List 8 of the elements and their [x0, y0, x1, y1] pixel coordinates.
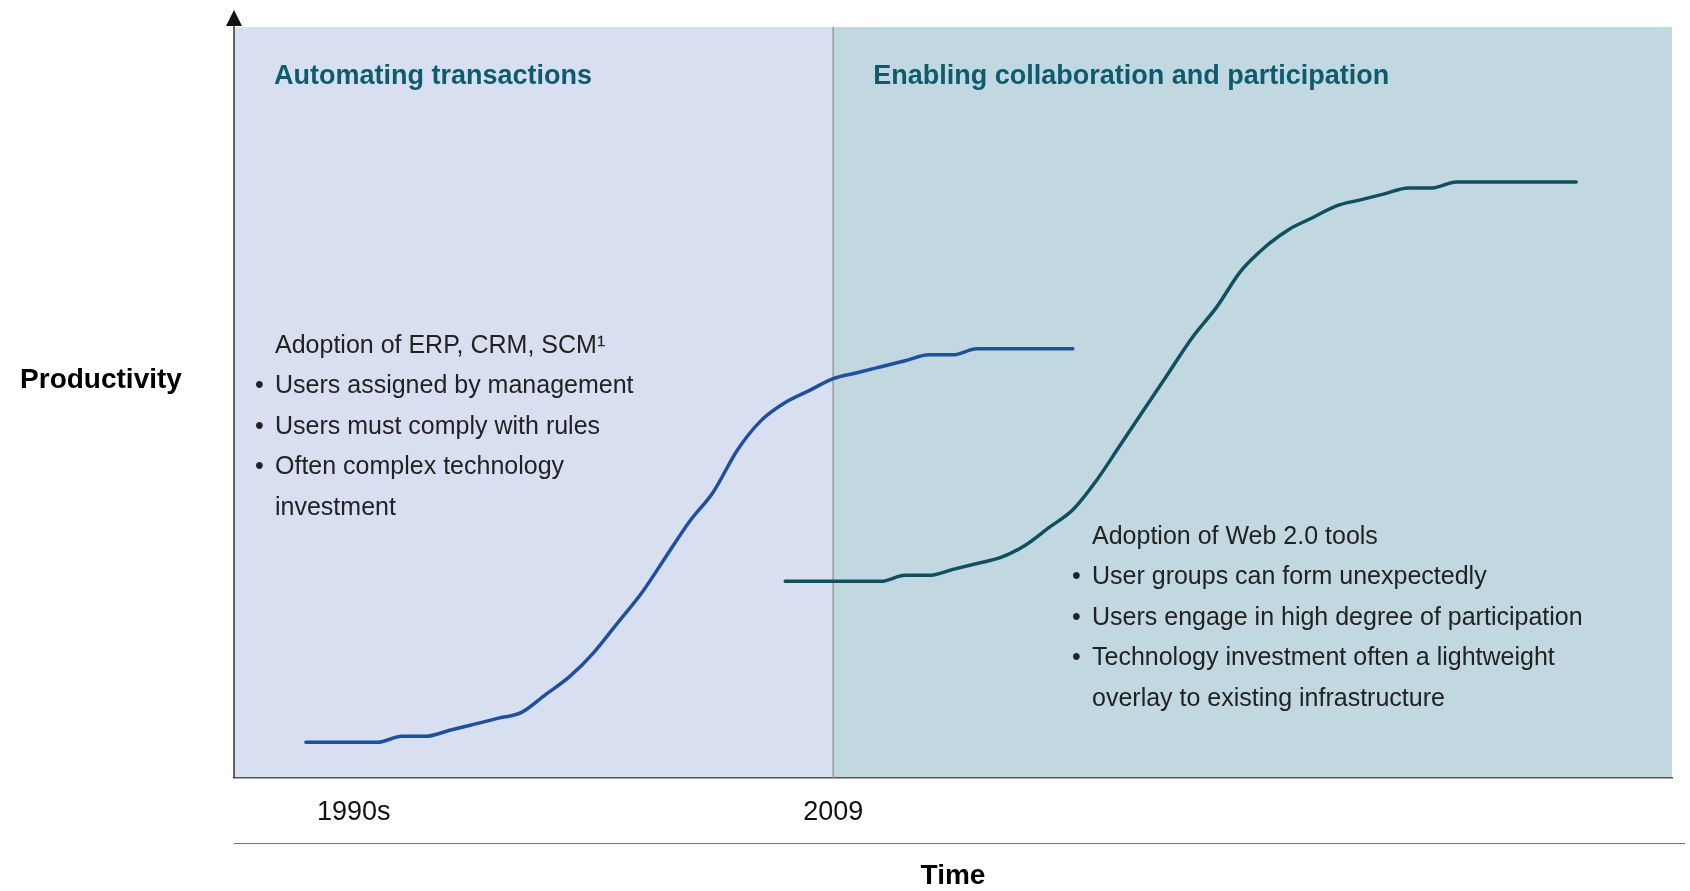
annotation: Adoption of Web 2.0 tools • User groups can form unexpectedly • Users engage in high degree of participation • Technology investment often a lightweight overlay to existing infrastructure — [1072, 520, 1583, 711]
annotation: Adoption of ERP, CRM, SCM¹ • Users assigned by management • Users must comply with rules • Often complex technology investment — [255, 329, 634, 520]
text: Automating transactions — [274, 60, 593, 91]
x-axis-title: Time — [920, 858, 986, 890]
x-tick-label: 2009 — [803, 795, 864, 826]
text: Enabling collaboration and participation — [873, 60, 1390, 91]
y-axis-title: Productivity — [20, 362, 183, 394]
x-tick-label: 1990s — [317, 795, 391, 826]
